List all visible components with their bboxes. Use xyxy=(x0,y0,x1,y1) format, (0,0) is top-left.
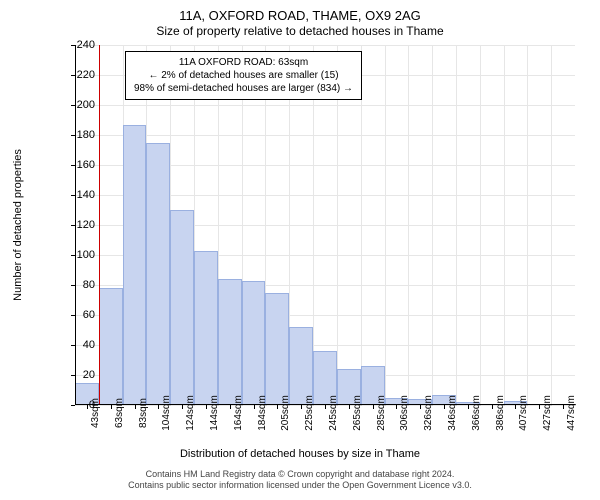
x-tick-label: 63sqm xyxy=(114,398,125,428)
x-tick-label: 407sqm xyxy=(518,395,529,431)
y-tick-label: 220 xyxy=(65,69,95,81)
x-tick-label: 366sqm xyxy=(471,395,482,431)
grid-line-horizontal xyxy=(75,105,575,106)
y-tick-label: 60 xyxy=(65,309,95,321)
x-tick-label: 205sqm xyxy=(280,395,291,431)
histogram-bar xyxy=(242,281,266,406)
x-tick-mark xyxy=(373,405,374,409)
grid-line-vertical xyxy=(527,45,528,405)
x-tick-mark xyxy=(396,405,397,409)
x-tick-label: 83sqm xyxy=(138,398,149,428)
histogram-bar xyxy=(146,143,170,406)
x-tick-mark xyxy=(468,405,469,409)
chart-plot-area: 11A OXFORD ROAD: 63sqm ← 2% of detached … xyxy=(75,45,575,405)
x-tick-label: 104sqm xyxy=(161,395,172,431)
x-tick-label: 265sqm xyxy=(352,395,363,431)
x-tick-label: 306sqm xyxy=(399,395,410,431)
histogram-bar xyxy=(99,288,123,405)
x-tick-label: 144sqm xyxy=(209,395,220,431)
histogram-bar xyxy=(218,279,242,405)
histogram-bar xyxy=(289,327,313,405)
x-tick-mark xyxy=(182,405,183,409)
page-title: 11A, OXFORD ROAD, THAME, OX9 2AG xyxy=(0,8,600,23)
histogram-bar xyxy=(194,251,218,406)
y-tick-label: 40 xyxy=(65,339,95,351)
x-tick-label: 43sqm xyxy=(90,398,101,428)
x-tick-mark xyxy=(158,405,159,409)
x-tick-label: 225sqm xyxy=(304,395,315,431)
x-tick-mark xyxy=(349,405,350,409)
annotation-line3: 98% of semi-detached houses are larger (… xyxy=(134,82,353,95)
x-tick-mark xyxy=(563,405,564,409)
x-tick-mark xyxy=(230,405,231,409)
grid-line-vertical xyxy=(432,45,433,405)
page-subtitle: Size of property relative to detached ho… xyxy=(0,24,600,38)
x-tick-label: 164sqm xyxy=(233,395,244,431)
grid-line-vertical xyxy=(504,45,505,405)
annotation-box: 11A OXFORD ROAD: 63sqm ← 2% of detached … xyxy=(125,51,362,100)
y-tick-label: 180 xyxy=(65,129,95,141)
histogram-bar xyxy=(123,125,147,406)
x-tick-mark xyxy=(444,405,445,409)
grid-line-vertical xyxy=(480,45,481,405)
x-tick-mark xyxy=(206,405,207,409)
x-tick-label: 124sqm xyxy=(185,395,196,431)
property-marker-line xyxy=(99,45,101,405)
x-tick-label: 245sqm xyxy=(328,395,339,431)
x-tick-mark xyxy=(301,405,302,409)
x-tick-label: 285sqm xyxy=(376,395,387,431)
y-tick-label: 20 xyxy=(65,369,95,381)
y-axis-label: Number of detached properties xyxy=(12,149,24,301)
x-axis-label: Distribution of detached houses by size … xyxy=(0,448,600,460)
x-tick-label: 386sqm xyxy=(495,395,506,431)
x-tick-mark xyxy=(515,405,516,409)
y-tick-label: 200 xyxy=(65,99,95,111)
x-tick-label: 346sqm xyxy=(447,395,458,431)
annotation-line2: ← 2% of detached houses are smaller (15) xyxy=(134,69,353,82)
x-tick-mark xyxy=(325,405,326,409)
y-tick-label: 80 xyxy=(65,279,95,291)
x-tick-mark xyxy=(254,405,255,409)
grid-line-vertical xyxy=(408,45,409,405)
x-tick-mark xyxy=(492,405,493,409)
y-tick-label: 100 xyxy=(65,249,95,261)
x-tick-mark xyxy=(111,405,112,409)
y-tick-label: 140 xyxy=(65,189,95,201)
x-tick-mark xyxy=(539,405,540,409)
chart-container: 11A, OXFORD ROAD, THAME, OX9 2AG Size of… xyxy=(0,0,600,500)
attribution: Contains HM Land Registry data © Crown c… xyxy=(0,469,600,492)
x-tick-label: 184sqm xyxy=(257,395,268,431)
histogram-bar xyxy=(170,210,194,405)
annotation-line1: 11A OXFORD ROAD: 63sqm xyxy=(134,56,353,69)
y-tick-label: 240 xyxy=(65,39,95,51)
histogram-bar xyxy=(265,293,289,406)
grid-line-horizontal xyxy=(75,135,575,136)
grid-line-vertical xyxy=(456,45,457,405)
x-tick-mark xyxy=(277,405,278,409)
x-tick-mark xyxy=(135,405,136,409)
attribution-line2: Contains public sector information licen… xyxy=(0,480,600,492)
x-tick-label: 326sqm xyxy=(423,395,434,431)
x-tick-mark xyxy=(420,405,421,409)
x-tick-label: 447sqm xyxy=(566,395,577,431)
grid-line-vertical xyxy=(385,45,386,405)
y-tick-label: 160 xyxy=(65,159,95,171)
grid-line-vertical xyxy=(551,45,552,405)
y-tick-label: 120 xyxy=(65,219,95,231)
attribution-line1: Contains HM Land Registry data © Crown c… xyxy=(0,469,600,481)
grid-line-horizontal xyxy=(75,45,575,46)
x-tick-label: 427sqm xyxy=(542,395,553,431)
